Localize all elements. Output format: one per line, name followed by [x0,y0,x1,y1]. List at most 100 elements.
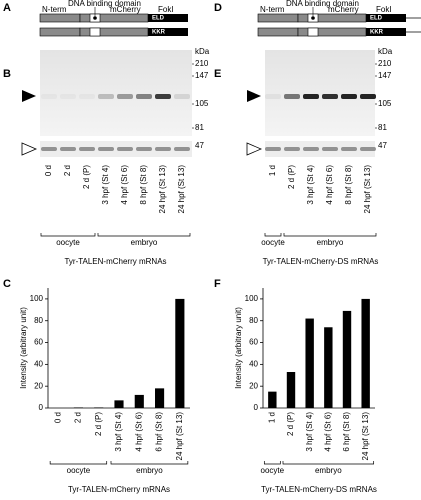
n-term-box [39,13,81,23]
band-arrow [22,90,36,102]
band [265,94,281,99]
group-label: oocyte [261,238,285,247]
n-term-box [257,27,299,37]
binding-dot [311,16,315,20]
bar [114,400,124,408]
loading-band [174,147,190,151]
band [303,94,319,99]
y-tick-label: 60 [34,338,43,347]
loading-band [284,147,300,151]
blot-caption: Tyr-TALEN-mCherry-DS mRNAs [263,257,379,266]
lane-label: 0 d [44,165,53,176]
y-tick-label: 20 [34,381,43,390]
marker-label: 147 [378,71,392,80]
lane-label: 24 hpf (St 13) [363,165,372,214]
x-tick-label: 2 d (P) [94,412,103,436]
lane-label: 3 hpf (St 4) [101,165,110,205]
x-tick-label: 2 d (P) [286,412,295,436]
blot-caption: Tyr-TALEN-mCherry mRNAs [64,257,166,266]
group-label: embryo [315,466,342,475]
group-label: embryo [317,238,344,247]
foki-box [366,14,406,22]
loading-band [79,147,95,151]
group-bracket [40,233,96,237]
lane-label: 24 hpf (St 13) [158,165,167,214]
y-tick-label: 0 [39,403,44,412]
y-axis-label: Intensity (arbitrary unit) [19,307,28,389]
group-bracket [49,461,108,465]
construct-label: DNA binding domain [286,0,359,8]
blot-upper [40,50,192,136]
lane-label: 1 d [268,165,277,176]
y-tick-label: 20 [249,381,258,390]
marker-label: 210 [195,59,209,68]
marker-label: kDa [195,47,210,56]
bar [134,394,144,408]
marker-label: 210 [378,59,392,68]
construct-label: FokI [376,5,392,14]
construct-label: N-term [260,5,285,14]
loading-band [341,147,357,151]
band [79,94,95,99]
bar [305,318,314,408]
panel-label: F [214,278,221,290]
marker-label: kDa [378,47,393,56]
construct-label: DNA binding domain [68,0,141,8]
band [41,94,57,99]
domain-label: ELD [152,16,165,22]
loading-band [155,147,171,151]
band [98,94,114,99]
y-tick-label: 80 [34,316,43,325]
band [284,94,300,99]
loading-arrow [246,142,263,156]
chart-caption: Tyr-TALEN-mCherry-DS mRNAs [261,485,377,494]
band [360,94,376,99]
x-tick-label: 3 hpf (St 4) [305,412,314,452]
bar [175,298,185,408]
band [341,94,357,99]
y-tick-label: 100 [30,294,44,303]
marker-label: 105 [195,99,209,108]
y-tick-label: 0 [254,403,259,412]
group-label: embryo [136,466,163,475]
band-arrow [247,90,261,102]
x-tick-label: 6 hpf (St 8) [342,412,351,452]
bar [286,372,296,408]
lane-label: 8 hpf (St 8) [139,165,148,205]
group-bracket [282,461,375,465]
group-bracket [97,233,191,237]
marker-label: 147 [195,71,209,80]
panel-label: B [3,68,11,80]
bar [155,388,165,408]
group-label: oocyte [67,466,91,475]
bar [94,407,104,408]
n-term-box [257,13,299,23]
y-tick-label: 60 [249,338,258,347]
bar [361,298,370,408]
bar [342,310,352,408]
x-tick-label: 6 hpf (St 8) [155,412,164,452]
loading-band [303,147,319,151]
panel-label: E [214,68,221,80]
construct-label: N-term [42,5,67,14]
loading-band [41,147,57,151]
y-tick-label: 40 [249,359,258,368]
domain-label: KKR [152,30,166,36]
blot-lower [40,141,192,157]
construct-label: mCherry [328,5,359,14]
group-bracket [283,233,377,237]
x-tick-label: 2 d [74,412,83,423]
binding-dot [93,16,97,20]
repeat-box [307,27,319,37]
group-bracket [264,233,282,237]
foki-box [148,28,188,36]
lane-label: 3 hpf (St 4) [306,165,315,205]
lane-label: 2 d (P) [287,165,296,189]
x-tick-label: 24 hpf (St 13) [361,412,370,461]
band [155,94,171,99]
x-tick-label: 4 hpf (St 6) [323,412,332,452]
blot-lower [265,141,375,157]
x-tick-label: 1 d [267,412,276,423]
repeat-box [89,27,101,37]
marker-label: 81 [378,123,387,132]
